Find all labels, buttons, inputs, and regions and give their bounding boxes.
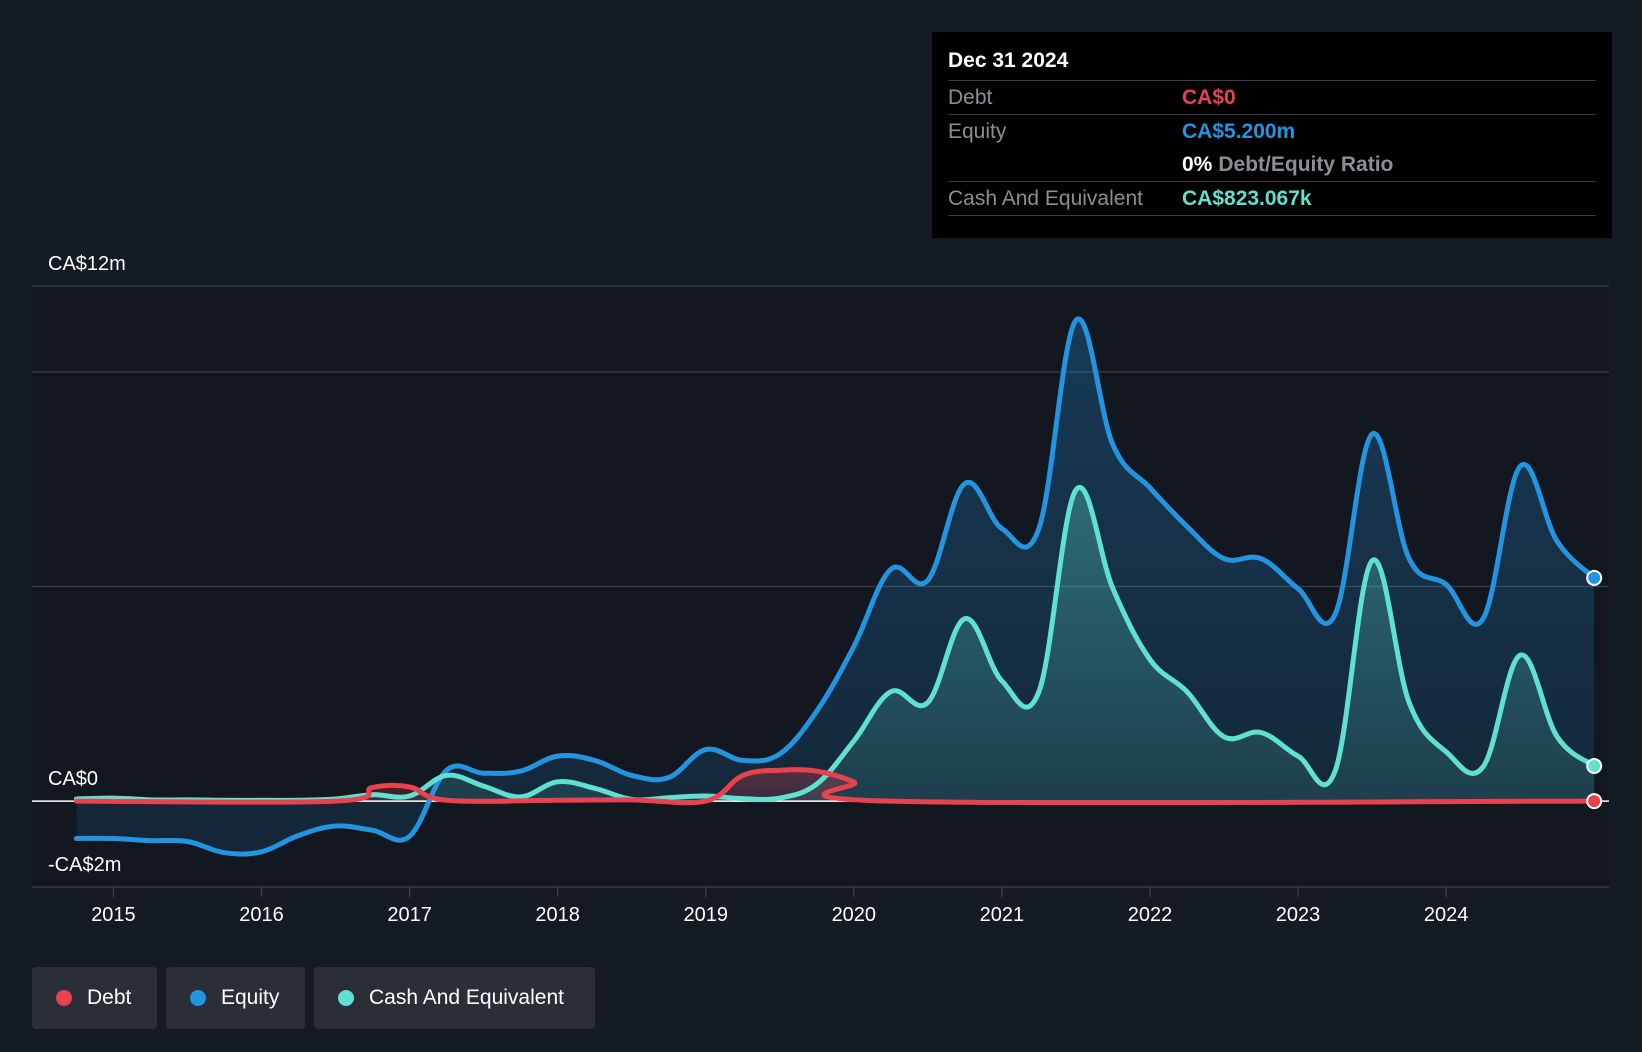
legend-debt-label: Debt [87, 986, 132, 1009]
cash-end-marker [1586, 757, 1603, 774]
equity-area [76, 318, 1595, 855]
legend-equity-label: Equity [221, 986, 280, 1009]
x-tick-label: 2016 [239, 904, 284, 926]
tooltip-debt-value: CA$0 [1182, 85, 1236, 109]
legend-item-cash[interactable]: Cash And Equivalent [314, 967, 595, 1029]
x-tick-label: 2020 [832, 904, 877, 926]
cash-line [73, 484, 1597, 803]
tooltip-ratio-value: 0% [1182, 152, 1213, 176]
tooltip-equity-label: Equity [948, 119, 1007, 143]
legend-item-debt[interactable]: Debt [32, 967, 157, 1029]
tooltip-row-equity: Equity CA$5.200m [948, 114, 1596, 148]
x-tick-label: 2022 [1128, 904, 1173, 926]
tooltip-row-ratio: 0% Debt/Equity Ratio [948, 148, 1596, 181]
x-tick-label: 2023 [1276, 904, 1321, 926]
tooltip-divider [948, 215, 1596, 216]
x-tick-label: 2015 [91, 904, 136, 926]
tooltip-row-debt: Debt CA$0 [948, 80, 1596, 114]
x-tick-label: 2017 [387, 904, 432, 926]
y-tick-label: CA$12m [48, 253, 126, 275]
debt-line [73, 767, 1597, 806]
tooltip-ratio-label: Debt/Equity Ratio [1218, 152, 1394, 176]
x-tick-label: 2021 [980, 904, 1025, 926]
debt-area [76, 769, 1595, 803]
tooltip-panel: Dec 31 2024 Debt CA$0 Equity CA$5.200m 0… [932, 32, 1612, 238]
legend-equity-dot-icon [190, 990, 206, 1006]
y-tick-label: CA$0 [48, 768, 98, 790]
tooltip-cash-label: Cash And Equivalent [948, 186, 1143, 210]
x-tick-label: 2019 [683, 904, 728, 926]
tooltip-cash-value: CA$823.067k [1182, 186, 1312, 210]
legend-cash-label: Cash And Equivalent [369, 986, 564, 1009]
legend-debt-dot-icon [56, 990, 72, 1006]
legend: Debt Equity Cash And Equivalent [32, 967, 604, 1029]
tooltip-debt-label: Debt [948, 85, 993, 109]
tooltip-date: Dec 31 2024 [948, 49, 1069, 72]
debt-end-marker [1586, 793, 1603, 810]
equity-end-marker [1586, 569, 1603, 586]
legend-cash-dot-icon [338, 990, 354, 1006]
cash-area [76, 487, 1595, 802]
tooltip-row-cash: Cash And Equivalent CA$823.067k [948, 181, 1596, 215]
y-tick-label: -CA$2m [48, 854, 121, 876]
tooltip-equity-value: CA$5.200m [1182, 119, 1296, 143]
equity-line [73, 316, 1597, 857]
legend-item-equity[interactable]: Equity [166, 967, 305, 1029]
x-tick-label: 2024 [1424, 904, 1469, 926]
x-tick-label: 2018 [535, 904, 580, 926]
